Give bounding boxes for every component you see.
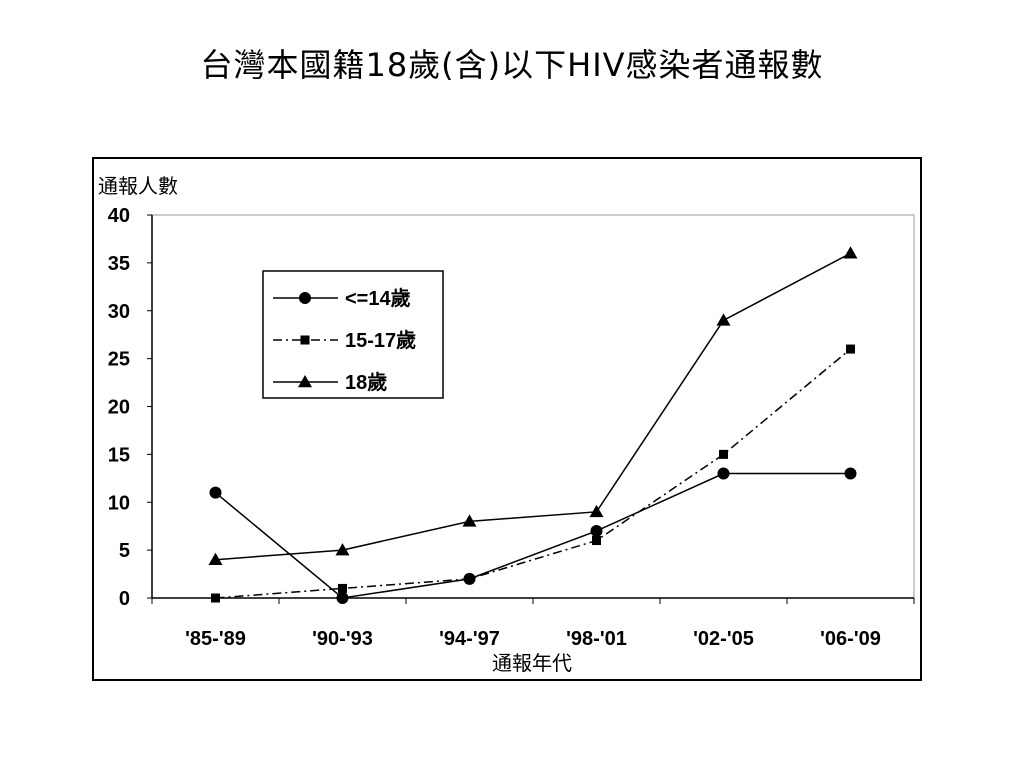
x-tick-label: '90-'93	[312, 628, 373, 650]
data-point	[211, 593, 220, 603]
series-line-3	[215, 252, 851, 561]
x-tick-label: '98-'01	[566, 628, 627, 650]
series-line-1	[215, 472, 851, 599]
data-point	[846, 344, 855, 354]
data-point	[590, 524, 603, 537]
y-tick-label: 0	[119, 588, 130, 610]
legend-marker	[298, 375, 312, 388]
data-point	[465, 574, 474, 584]
y-tick-label: 5	[119, 540, 130, 562]
y-tick-label: 40	[108, 205, 130, 227]
data-point	[462, 514, 477, 527]
x-tick-label: '02-'05	[693, 628, 754, 650]
legend-label: 18歲	[345, 370, 387, 394]
data-point	[717, 467, 730, 480]
y-tick-label: 20	[108, 397, 130, 419]
y-tick-label: 10	[108, 492, 130, 514]
y-axis-label: 通報人數	[98, 175, 178, 198]
legend-marker	[300, 335, 310, 345]
y-tick-label: 25	[108, 349, 130, 371]
chart-frame	[92, 157, 922, 681]
legend-label: <=14歲	[345, 286, 411, 310]
legend-label: 15-17歲	[345, 328, 416, 352]
x-tick-label: '85-'89	[185, 628, 246, 650]
y-tick-label: 30	[108, 301, 130, 323]
data-point	[335, 543, 350, 556]
x-tick-label: '06-'09	[820, 628, 881, 650]
x-axis-label: 通報年代	[492, 652, 572, 675]
data-point	[589, 504, 604, 518]
legend-marker	[299, 292, 311, 304]
x-tick-label: '94-'97	[439, 628, 500, 650]
data-point	[843, 246, 858, 259]
data-point	[208, 552, 223, 565]
y-tick-label: 15	[108, 444, 130, 466]
data-point	[209, 486, 222, 499]
data-point	[338, 583, 347, 593]
legend-box	[262, 270, 444, 399]
data-point	[592, 536, 601, 546]
data-point	[719, 449, 728, 459]
data-point	[716, 313, 731, 326]
data-point	[844, 467, 857, 480]
y-tick-label: 35	[108, 253, 130, 275]
data-point	[336, 592, 349, 604]
page-title: 台灣本國籍18歲(含)以下HIV感染者通報數	[200, 46, 824, 84]
legend: <=14歲 15-17歲 18歲	[262, 270, 444, 399]
